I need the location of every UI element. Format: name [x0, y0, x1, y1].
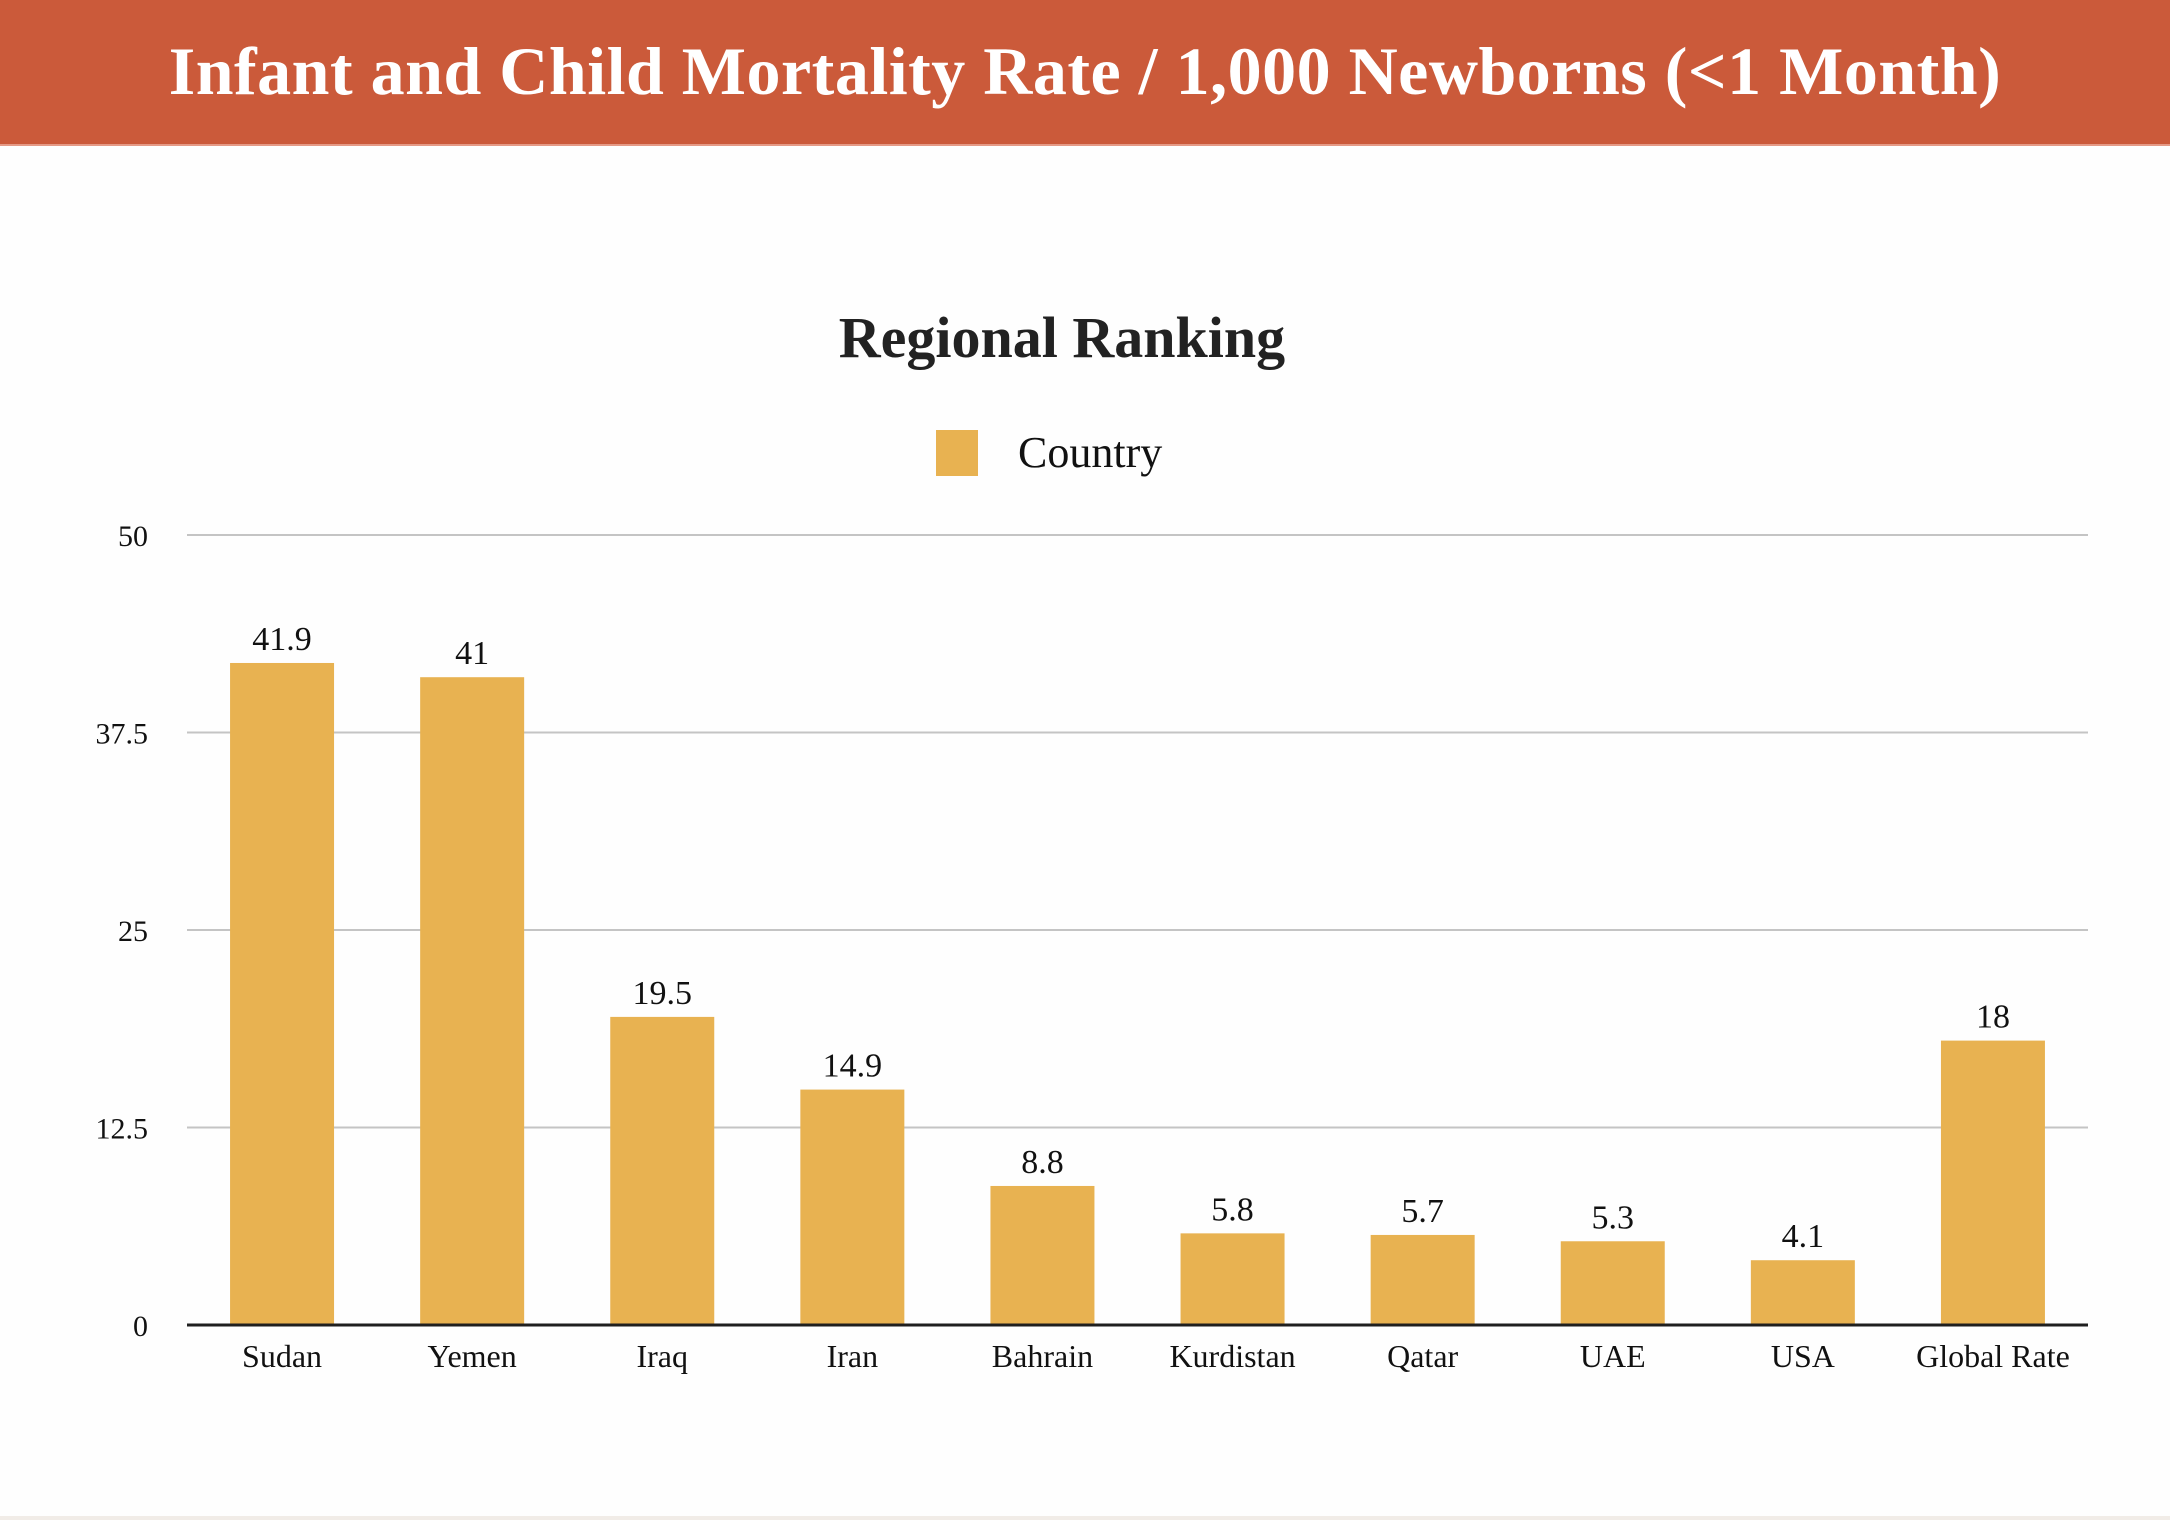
bar-value-label: 41.9 — [252, 621, 312, 658]
legend: Country — [936, 428, 1162, 477]
bar[interactable] — [420, 677, 525, 1325]
x-tick-label: Bahrain — [992, 1338, 1093, 1374]
x-tick-label: Global Rate — [1916, 1338, 2070, 1374]
y-tick-label: 25 — [118, 915, 148, 948]
x-axis-ticks: Sudan Yemen Iraq Iran Bahrain Kurdistan Qatar U… — [242, 1338, 2070, 1374]
page-bottom-edge — [0, 1516, 2170, 1520]
bar-value-label: 8.8 — [1021, 1144, 1064, 1181]
bar-value-label: 19.5 — [633, 975, 693, 1012]
x-tick-label: Iraq — [636, 1338, 688, 1374]
x-tick-label: Iran — [827, 1338, 879, 1374]
y-axis-ticks: 0 12.5 25 37.5 50 — [96, 520, 149, 1343]
x-tick-label: Qatar — [1387, 1338, 1458, 1374]
bar-value-label: 41 — [455, 635, 489, 672]
bar[interactable] — [990, 1185, 1095, 1325]
y-tick-label: 12.5 — [96, 1113, 149, 1146]
bar-value-label: 5.7 — [1401, 1193, 1444, 1230]
y-tick-label: 0 — [133, 1310, 148, 1343]
page-title: Infant and Child Mortality Rate / 1,000 … — [168, 33, 2002, 109]
chart-title: Regional Ranking — [839, 305, 1285, 370]
bar-value-label: 5.8 — [1211, 1191, 1254, 1228]
bar-value-label: 18 — [1976, 999, 2010, 1036]
bar[interactable] — [1180, 1233, 1285, 1325]
legend-swatch — [936, 430, 978, 476]
x-tick-label: UAE — [1580, 1338, 1646, 1374]
bar[interactable] — [800, 1089, 905, 1325]
data-labels: 41.9 41 19.5 14.9 8.8 5.8 5.7 5.3 4.1 18 — [252, 621, 2010, 1255]
bars — [230, 662, 2045, 1325]
x-tick-label: USA — [1771, 1338, 1835, 1374]
bar-value-label: 14.9 — [823, 1048, 883, 1085]
title-banner: Infant and Child Mortality Rate / 1,000 … — [0, 0, 2170, 146]
x-tick-label: Kurdistan — [1169, 1338, 1295, 1374]
bar-value-label: 5.3 — [1592, 1199, 1635, 1236]
y-tick-label: 50 — [118, 520, 148, 553]
x-tick-label: Sudan — [242, 1338, 322, 1374]
bar[interactable] — [1750, 1260, 1855, 1325]
bar[interactable] — [230, 662, 335, 1325]
bar[interactable] — [1560, 1241, 1665, 1325]
bar[interactable] — [1370, 1234, 1475, 1325]
bar[interactable] — [1940, 1040, 2045, 1325]
x-tick-label: Yemen — [428, 1338, 517, 1374]
y-tick-label: 37.5 — [96, 718, 149, 751]
bar[interactable] — [610, 1016, 715, 1325]
bar-value-label: 4.1 — [1782, 1218, 1825, 1255]
legend-label: Country — [1018, 428, 1162, 477]
